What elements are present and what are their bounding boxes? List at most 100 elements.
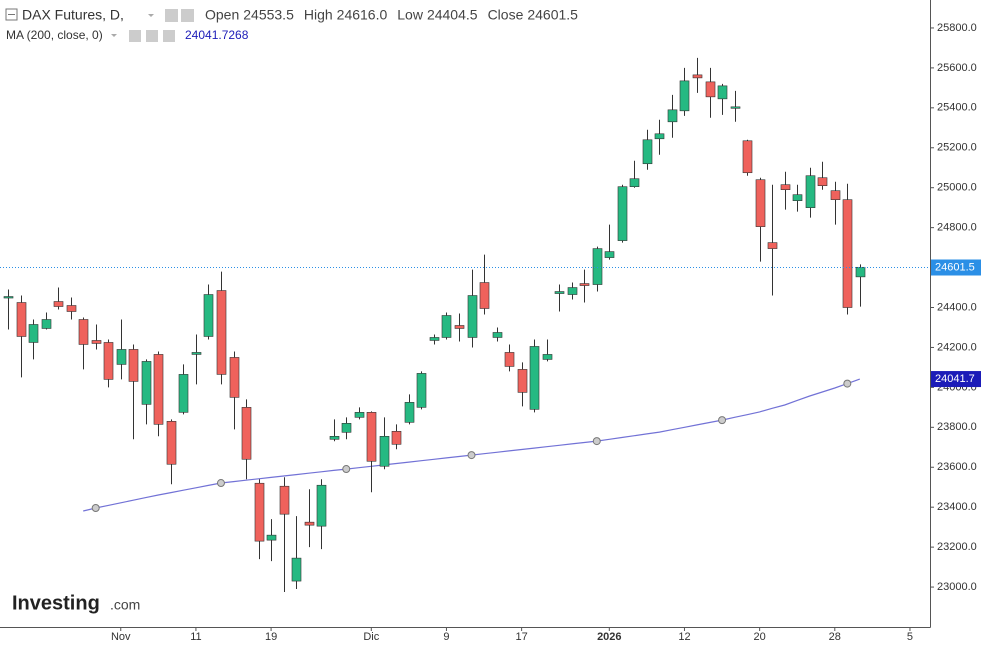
dropdown-icon[interactable]	[111, 34, 117, 37]
ma-line	[83, 378, 861, 512]
ma-badge-label: 24041.7	[935, 373, 975, 385]
candle-body	[792, 194, 803, 201]
candle-body	[617, 186, 628, 241]
ma-marker	[718, 416, 727, 425]
candle-body	[454, 325, 465, 329]
candle-body	[316, 484, 327, 527]
candle-body	[416, 373, 427, 408]
candle-body	[567, 287, 578, 295]
candle-body	[467, 295, 478, 338]
ma-marker	[216, 479, 225, 488]
candle-body	[755, 179, 766, 227]
candle-body	[41, 319, 52, 329]
candle-body	[78, 319, 89, 345]
candle-body	[429, 337, 440, 341]
ma-marker	[467, 451, 476, 460]
candle-body	[16, 302, 27, 337]
legend-header: DAX Futures, D, Open 24553.5 High 24616.0 Lo…	[5, 7, 578, 42]
candle-body	[379, 436, 390, 467]
y-tick-label: 25200.0	[937, 142, 977, 154]
candle-body	[53, 301, 64, 307]
ma-marker	[342, 465, 351, 474]
ma-marker	[592, 437, 601, 446]
candle-body	[141, 361, 152, 405]
ohlc-label: Open	[205, 7, 239, 23]
candle-body	[742, 140, 753, 174]
y-tick-label: 25000.0	[937, 182, 977, 194]
candle-body	[817, 177, 828, 187]
candle-body	[304, 521, 315, 526]
candle-body	[717, 85, 728, 100]
candle-body	[166, 421, 177, 465]
ohlc-value: 24404.5	[427, 7, 478, 23]
candle-body	[279, 485, 290, 515]
settings-icon[interactable]	[165, 9, 178, 22]
y-tick-label: 23800.0	[937, 421, 977, 433]
x-tick-label: 19	[265, 631, 277, 643]
candle-body	[66, 305, 77, 312]
candle-body	[604, 251, 615, 258]
candle-body	[3, 296, 14, 299]
candle-body	[191, 352, 202, 355]
candle-body	[441, 315, 452, 338]
candle-body	[767, 242, 778, 249]
candle-body	[642, 139, 653, 165]
last-price-badge	[931, 259, 981, 276]
candle-body	[592, 248, 603, 285]
ohlc-value: 24616.0	[337, 7, 388, 23]
candle-body	[28, 324, 39, 343]
settings-icon[interactable]	[146, 30, 158, 42]
watermark: Investing .com	[12, 592, 140, 614]
candle-body	[216, 290, 227, 375]
dropdown-icon[interactable]	[148, 14, 154, 17]
last-price-label: 24601.5	[935, 261, 975, 273]
y-tick-label: 23600.0	[937, 461, 977, 473]
ohlc-label: High	[304, 7, 333, 23]
x-tick-label: Nov	[111, 631, 131, 643]
candle-body	[542, 354, 553, 360]
y-tick-label: 25400.0	[937, 102, 977, 114]
x-tick-label: 20	[754, 631, 766, 643]
candle-body	[404, 402, 415, 423]
y-tick-label: 23200.0	[937, 541, 977, 553]
candle-body	[692, 74, 703, 79]
candle-body	[654, 133, 665, 140]
candle-body	[504, 352, 515, 367]
candle-body	[679, 80, 690, 112]
indicator-name: MA (200, close, 0)	[6, 28, 103, 42]
ohlc-value: 24553.5	[243, 7, 294, 23]
visibility-icon[interactable]	[129, 30, 141, 42]
candle-body	[153, 354, 164, 425]
candle-body	[855, 266, 866, 278]
candle-body	[730, 106, 741, 109]
x-tick-label: 9	[443, 631, 449, 643]
candle-body	[629, 178, 640, 188]
x-tick-label: 2026	[597, 631, 621, 643]
y-tick-label: 23400.0	[937, 501, 977, 513]
collapse-icon[interactable]	[5, 8, 18, 21]
watermark-brand: Investing	[12, 592, 100, 614]
candle-body	[517, 369, 528, 393]
indicator-value: 24041.7268	[185, 28, 249, 42]
x-tick-label: 28	[829, 631, 841, 643]
ma-badge	[931, 371, 981, 388]
candle-body	[705, 81, 716, 98]
y-tick-label: 24200.0	[937, 341, 977, 353]
y-tick-label: 25800.0	[937, 22, 977, 34]
candle-body	[266, 534, 277, 541]
visibility-icon[interactable]	[181, 9, 194, 22]
candle-body	[229, 357, 240, 398]
candle-body	[780, 184, 791, 190]
x-tick-label: 17	[515, 631, 527, 643]
candle-body	[354, 412, 365, 418]
candle-body	[554, 291, 565, 294]
y-tick-label: 24800.0	[937, 222, 977, 234]
candle-body	[842, 199, 853, 308]
candle-body	[341, 423, 352, 433]
watermark-suffix: .com	[110, 597, 140, 613]
candle-body	[178, 374, 189, 413]
candle-body	[579, 283, 590, 286]
candle-body	[103, 342, 114, 380]
remove-icon[interactable]	[163, 30, 175, 42]
instrument-title: DAX Futures, D,	[22, 7, 124, 23]
